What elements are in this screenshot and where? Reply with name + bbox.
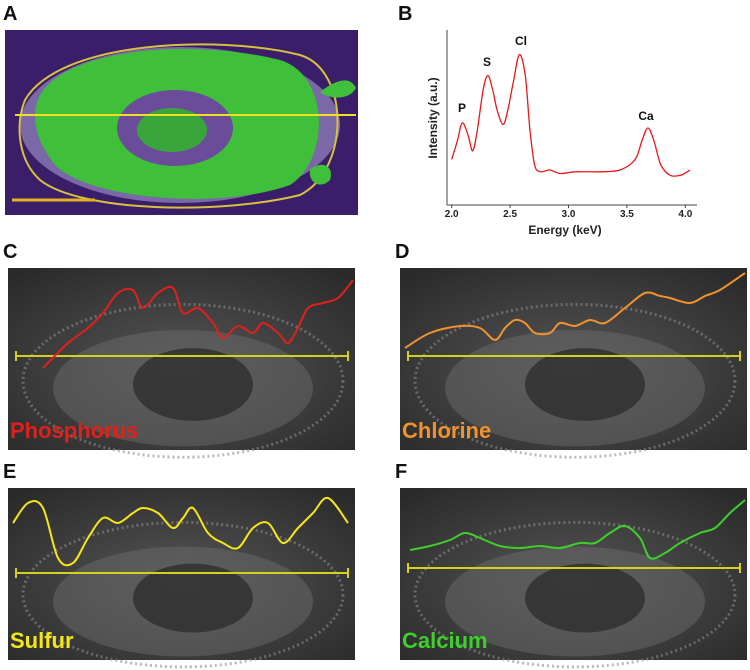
cell-outline [413,520,737,669]
x-tick-label: 2.0 [445,209,459,220]
element-label: Calcium [402,628,488,653]
nucleus [525,348,645,421]
profile-panel: Chlorine [400,268,747,459]
y-axis-label: Intensity (a.u.) [426,77,440,158]
spectrum-line [451,53,691,177]
peak-label: S [483,55,491,69]
cell-outline [21,520,345,669]
panel-letter: E [3,461,16,483]
x-tick-label: 3.0 [562,209,576,220]
element-label: Chlorine [402,418,491,443]
line-profiles: C Phosphorus D Chlorine E Sulfur F Calcium [3,241,747,669]
profile-panel: Phosphorus [8,268,355,459]
spectrum: Energy (keV) Intensity (a.u.) 2.0 2.5 3.0 3… [426,30,697,237]
x-axis-label: Energy (keV) [528,223,601,237]
element-label: Phosphorus [10,418,138,443]
element-label: Sulfur [10,628,74,653]
panel-letter: C [3,241,17,263]
x-tick-label: 3.5 [620,209,634,220]
profile-line [409,499,746,560]
eds-map [5,30,358,215]
profile-panel: Sulfur [8,488,355,669]
panel-letter: D [395,241,409,263]
nucleus [133,348,253,421]
x-tick-label: 2.5 [503,209,517,220]
x-tick-label: 4.0 [678,209,692,220]
cell-outline [413,302,737,459]
panel-letter: B [398,3,412,25]
panel-letter: A [3,3,17,25]
nucleus [133,563,253,633]
profile-panel: Calcium [400,488,747,669]
nucleus [525,563,645,633]
profile-line [404,272,746,349]
panel-letter: F [395,461,407,483]
profile-line [12,496,349,567]
profile-line [42,279,354,369]
peak-label: Ca [638,109,654,123]
peak-label: Cl [515,34,527,48]
peak-label: P [458,101,466,115]
cell-outline [21,302,345,459]
